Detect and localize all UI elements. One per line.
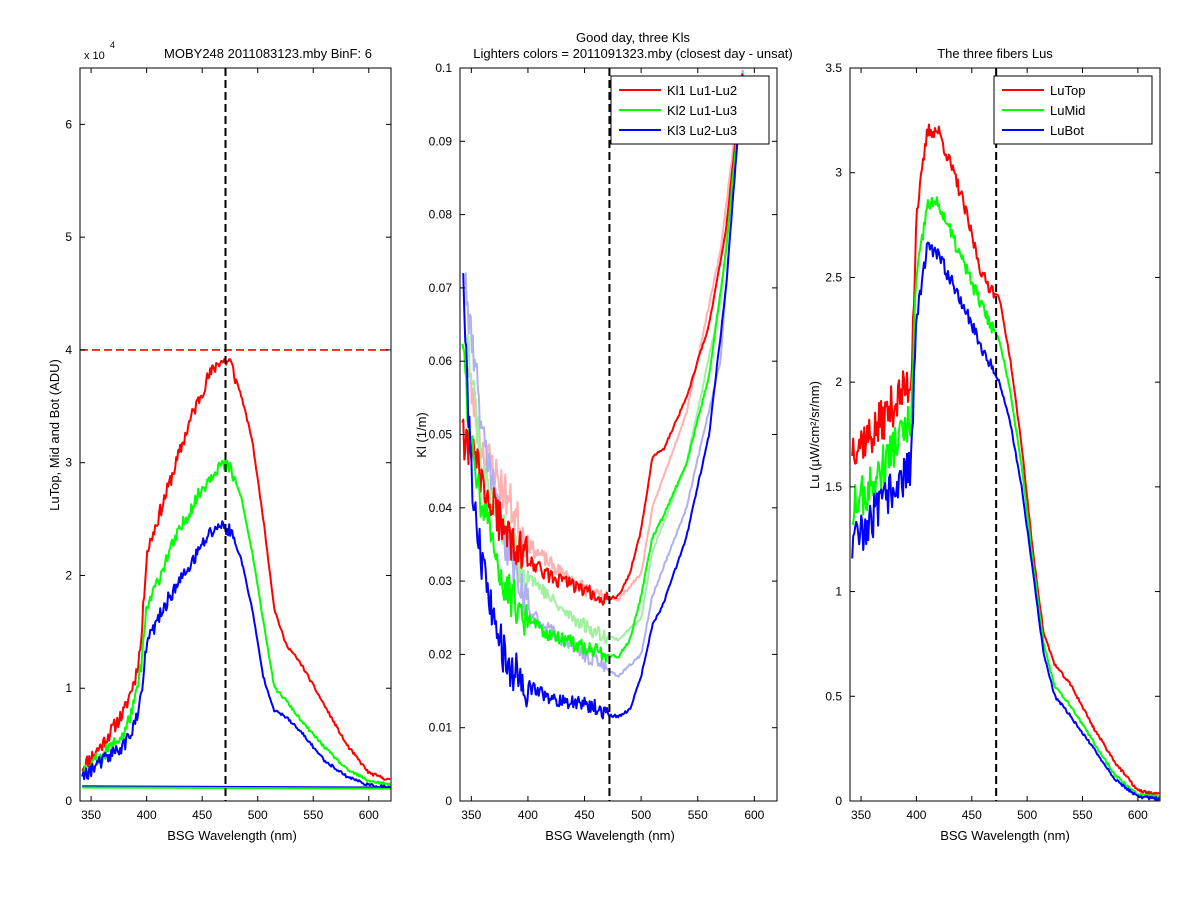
y-tick-label: 3: [835, 166, 842, 180]
x-tick-label: 350: [81, 808, 101, 822]
panel-three-fibers: The three fibers Lus Lu (µW/cm²/sr/nm) B…: [807, 46, 1161, 843]
x-tick-label: 600: [1128, 808, 1148, 822]
x-tick-label: 400: [137, 808, 157, 822]
legend-label: LuBot: [1050, 123, 1084, 138]
plot-area-1: [80, 68, 391, 801]
y-tick-label: 2: [835, 375, 842, 389]
x-tick-label: 350: [851, 808, 871, 822]
y-tick-label: 0.07: [429, 281, 453, 295]
panel-kl-coefficients: Good day, three Kls Lighters colors = 20…: [414, 30, 793, 843]
y-tick-label: 0.1: [435, 61, 452, 75]
y-tick-label: 1: [835, 585, 842, 599]
y-tick-label: 4: [65, 343, 72, 357]
series-line-2: [851, 196, 1160, 799]
panel-adu-counts: MOBY248 2011083123.mby BinF: 6 x 10 4 Lu…: [47, 40, 392, 843]
panel-2-x-axis-label: BSG Wavelength (nm): [545, 828, 675, 843]
x-tick-label: 450: [192, 808, 212, 822]
plot-area-3: [851, 68, 1160, 801]
panel-1-title: MOBY248 2011083123.mby BinF: 6: [164, 46, 372, 61]
legend-label: Kl2 Lu1-Lu3: [667, 103, 737, 118]
series-line-2: [82, 459, 391, 787]
y-tick-label: 0.08: [429, 208, 453, 222]
series-line-1: [81, 358, 391, 781]
panel-3-x-axis-label: BSG Wavelength (nm): [940, 828, 1070, 843]
legend: LuTop LuMid LuBot: [993, 75, 1153, 145]
x-tick-label: 600: [359, 808, 379, 822]
panel-2-y-axis-label: Kl (1/m): [414, 412, 429, 458]
x-tick-label: 450: [962, 808, 982, 822]
x-tick-label: 550: [1072, 808, 1092, 822]
series-line-4: [461, 73, 744, 606]
legend-label: Kl3 Lu2-Lu3: [667, 123, 737, 138]
x-tick-label: 550: [688, 808, 708, 822]
panel-3-title: The three fibers Lus: [937, 46, 1053, 61]
series-line-5: [82, 786, 391, 790]
y-tick-label: 0.01: [429, 721, 453, 735]
y-tick-label: 1: [65, 681, 72, 695]
y-tick-label: 2: [65, 568, 72, 582]
legend-label: LuMid: [1050, 103, 1085, 118]
legend-label: LuTop: [1050, 83, 1085, 98]
panel-1-x-axis-label: BSG Wavelength (nm): [167, 828, 297, 843]
series-line-4: [82, 785, 391, 789]
panel-1-multiplier: x 10: [84, 50, 105, 62]
panel-2-subtitle: Lighters colors = 2011091323.mby (closes…: [473, 46, 793, 61]
series-line-3: [851, 241, 1160, 801]
plot-area-2: [461, 68, 744, 801]
y-tick-label: 2.5: [825, 270, 842, 284]
x-tick-label: 500: [1017, 808, 1037, 822]
y-tick-label: 0: [835, 794, 842, 808]
y-tick-label: 6: [65, 117, 72, 131]
y-tick-label: 1.5: [825, 480, 842, 494]
y-tick-label: 0.05: [429, 428, 453, 442]
y-tick-label: 0: [65, 794, 72, 808]
x-tick-label: 400: [906, 808, 926, 822]
series-line-3: [81, 520, 391, 789]
y-tick-label: 0.02: [429, 647, 453, 661]
axes-frame-1: [79, 67, 392, 802]
series-line-1: [851, 123, 1160, 795]
panel-1-y-axis-label: LuTop, Mid and Bot (ADU): [47, 359, 62, 511]
series-line-6: [461, 75, 744, 720]
x-tick-label: 400: [518, 808, 538, 822]
y-tick-label: 5: [65, 230, 72, 244]
panel-1-multiplier-exponent: 4: [110, 40, 115, 50]
y-tick-label: 3.5: [825, 61, 842, 75]
x-tick-label: 350: [461, 808, 481, 822]
y-tick-label: 0.04: [429, 501, 453, 515]
x-tick-label: 500: [631, 808, 651, 822]
x-tick-label: 500: [248, 808, 268, 822]
y-tick-label: 0.5: [825, 689, 842, 703]
y-tick-label: 3: [65, 456, 72, 470]
legend: Kl1 Lu1-Lu2 Kl2 Lu1-Lu3 Kl3 Lu2-Lu3: [610, 75, 770, 145]
axes-frame-3: [849, 67, 1161, 802]
series-line-5: [461, 74, 744, 663]
x-tick-label: 550: [303, 808, 323, 822]
y-tick-label: 0.09: [429, 134, 453, 148]
y-tick-label: 0.03: [429, 574, 453, 588]
panel-2-title: Good day, three Kls: [576, 30, 690, 45]
x-tick-label: 600: [744, 808, 764, 822]
panel-3-y-axis-label: Lu (µW/cm²/sr/nm): [807, 381, 822, 489]
y-tick-label: 0.06: [429, 354, 453, 368]
legend-label: Kl1 Lu1-Lu2: [667, 83, 737, 98]
x-tick-label: 450: [575, 808, 595, 822]
y-tick-label: 0: [445, 794, 452, 808]
